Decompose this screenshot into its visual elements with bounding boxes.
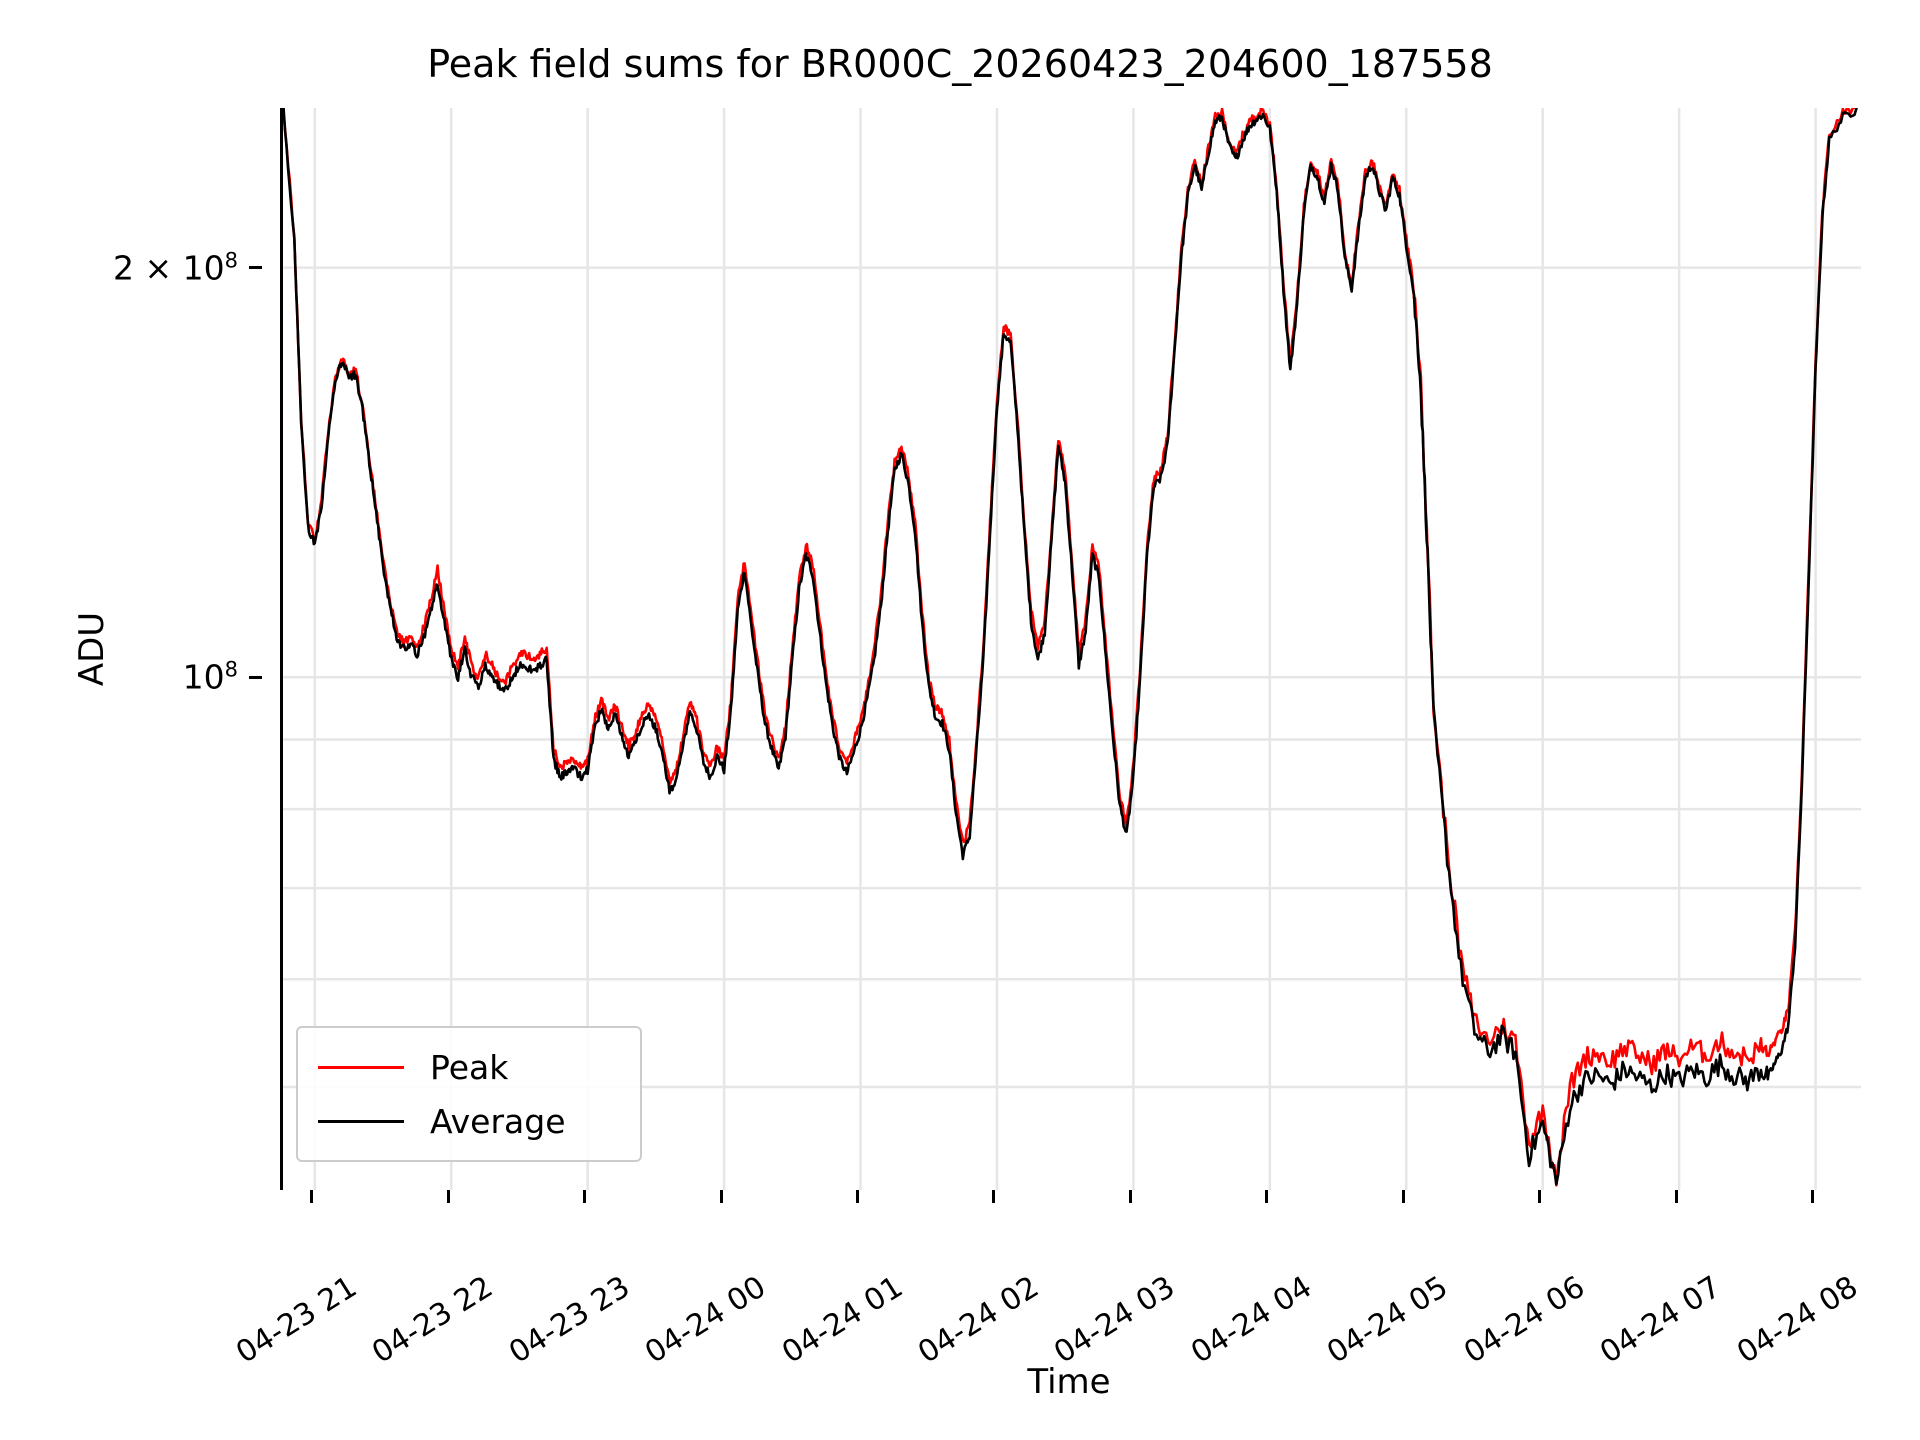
series-line-peak xyxy=(283,108,1858,1187)
x-tick-mark xyxy=(992,1190,996,1203)
y-tick-label: 2 × 108 xyxy=(113,248,238,288)
x-tick-label: 04-24 01 xyxy=(775,1269,909,1371)
page-title: Peak field sums for BR000C_20260423_2046… xyxy=(427,42,1493,86)
x-tick-label: 04-24 02 xyxy=(912,1269,1045,1371)
x-tick-mark xyxy=(856,1190,860,1203)
x-tick-mark xyxy=(719,1190,723,1203)
x-tick-label: 04-23 22 xyxy=(366,1269,500,1371)
legend-entry-peak[interactable]: Peak xyxy=(298,1042,640,1092)
x-tick-label: 04-23 21 xyxy=(229,1269,363,1371)
x-tick-mark xyxy=(446,1190,450,1203)
plot-area xyxy=(280,108,1861,1190)
x-tick-label: 04-24 06 xyxy=(1457,1269,1591,1371)
x-tick-mark xyxy=(310,1190,314,1203)
y-axis-tick-labels: 108 2 × 108 xyxy=(0,108,262,1190)
x-tick-mark xyxy=(1674,1190,1678,1203)
x-tick-mark xyxy=(1811,1190,1815,1203)
x-axis-label: Time xyxy=(1027,1362,1111,1402)
x-tick-label: 04-24 04 xyxy=(1184,1269,1318,1371)
legend-line-swatch xyxy=(318,1119,404,1123)
series-line-average xyxy=(283,108,1858,1186)
y-tick-mark xyxy=(249,266,262,270)
x-tick-mark xyxy=(583,1190,587,1203)
chart-legend[interactable]: Peak Average xyxy=(296,1026,642,1162)
x-tick-label: 04-24 03 xyxy=(1048,1269,1182,1371)
x-tick-mark xyxy=(1401,1190,1405,1203)
legend-entry-average[interactable]: Average xyxy=(298,1096,640,1146)
x-tick-label: 04-23 23 xyxy=(502,1269,636,1371)
x-tick-mark xyxy=(1265,1190,1269,1203)
data-series-group xyxy=(283,108,1858,1187)
legend-line-swatch xyxy=(318,1065,404,1069)
y-tick-mark xyxy=(249,675,262,679)
y-tick-label: 108 xyxy=(182,657,238,697)
x-tick-mark xyxy=(1128,1190,1132,1203)
x-tick-label: 04-24 00 xyxy=(639,1269,773,1371)
x-tick-label: 04-24 07 xyxy=(1594,1269,1728,1371)
x-tick-label: 04-24 08 xyxy=(1730,1269,1864,1371)
x-tick-label: 04-24 05 xyxy=(1321,1269,1455,1371)
legend-label: Average xyxy=(430,1101,566,1141)
legend-label: Peak xyxy=(430,1047,509,1087)
x-axis-tick-labels: 04-23 21 04-23 22 04-23 23 04-24 00 04-24 01… xyxy=(230,1190,1864,1371)
x-tick-mark xyxy=(1538,1190,1542,1203)
